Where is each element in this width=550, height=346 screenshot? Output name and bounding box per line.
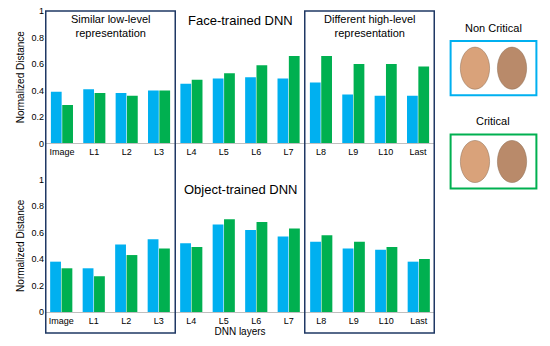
svg-text:L9: L9 [349, 316, 359, 326]
svg-text:L9: L9 [348, 147, 358, 157]
svg-text:1: 1 [39, 175, 44, 185]
svg-text:DNN layers: DNN layers [214, 326, 265, 337]
svg-text:L2: L2 [121, 316, 131, 326]
svg-text:L1: L1 [89, 316, 99, 326]
svg-text:L10: L10 [379, 316, 394, 326]
svg-text:Similar low-levelrepresentatio: Similar low-levelrepresentation [71, 13, 150, 39]
svg-text:Last: Last [410, 147, 428, 157]
svg-text:L1: L1 [89, 147, 99, 157]
svg-text:L2: L2 [122, 147, 132, 157]
svg-text:L3: L3 [154, 316, 164, 326]
svg-text:0: 0 [39, 139, 44, 149]
svg-text:0.2: 0.2 [31, 112, 44, 122]
svg-text:Normalized Distance: Normalized Distance [15, 31, 26, 124]
svg-text:0.8: 0.8 [31, 33, 44, 43]
svg-text:L6: L6 [251, 147, 261, 157]
svg-text:L7: L7 [284, 147, 294, 157]
svg-text:L8: L8 [316, 316, 326, 326]
svg-text:0.4: 0.4 [31, 254, 44, 264]
svg-text:0.6: 0.6 [31, 59, 44, 69]
svg-text:Normalized Distance: Normalized Distance [15, 199, 26, 292]
svg-text:0.6: 0.6 [31, 228, 44, 238]
svg-text:Image: Image [49, 147, 74, 157]
svg-text:L4: L4 [186, 147, 196, 157]
svg-text:0.8: 0.8 [31, 201, 44, 211]
svg-text:Last: Last [410, 316, 428, 326]
svg-text:Critical: Critical [476, 115, 510, 127]
svg-text:Non Critical: Non Critical [465, 22, 522, 34]
svg-text:0.2: 0.2 [31, 281, 44, 291]
svg-text:L10: L10 [378, 147, 393, 157]
svg-text:L4: L4 [186, 316, 196, 326]
svg-text:1: 1 [39, 6, 44, 16]
svg-text:Face-trained DNN: Face-trained DNN [188, 13, 293, 28]
svg-text:Image: Image [49, 316, 74, 326]
svg-text:0: 0 [39, 307, 44, 317]
svg-text:L7: L7 [284, 316, 294, 326]
svg-text:L6: L6 [251, 316, 261, 326]
svg-text:L5: L5 [219, 316, 229, 326]
svg-text:0.4: 0.4 [31, 86, 44, 96]
svg-text:Object-trained DNN: Object-trained DNN [184, 182, 297, 197]
svg-text:L8: L8 [316, 147, 326, 157]
svg-text:L5: L5 [219, 147, 229, 157]
svg-text:L3: L3 [154, 147, 164, 157]
svg-text:Different high-levelrepresenta: Different high-levelrepresentation [324, 13, 416, 39]
